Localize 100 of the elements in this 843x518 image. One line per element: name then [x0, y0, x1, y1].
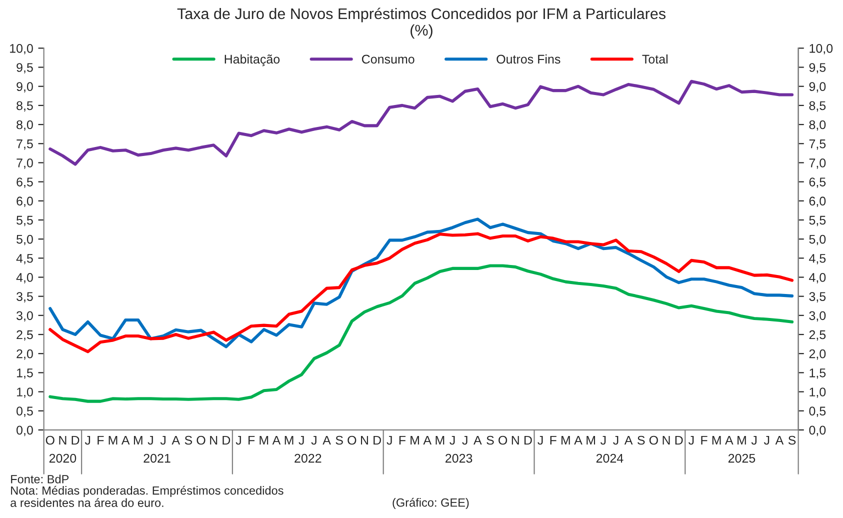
x-tick-label: J	[84, 436, 90, 445]
y2-tick-label: 6,5	[809, 178, 826, 188]
x-tick-label: A	[574, 436, 582, 445]
x-tick-label: J	[764, 436, 770, 445]
line-series	[48, 264, 794, 403]
y2-tick-label: 2,0	[809, 349, 826, 360]
y-tick-label: 5,5	[16, 216, 33, 226]
y2-tick-label: 5,0	[809, 234, 826, 246]
y2-tick-label: 3,0	[809, 311, 826, 322]
y2-tick-label: 9,0	[809, 82, 826, 92]
chart-title: Taxa de Juro de Novos Empréstimos Concedidos por IFM a Particulares (%)	[177, 8, 666, 39]
x-tick-label: S	[486, 436, 494, 445]
text: 2023	[446, 454, 472, 463]
x-tick-label: D	[374, 436, 381, 445]
y2-tick-label: 0,5	[809, 406, 826, 417]
x-tick-label: M	[284, 436, 294, 445]
y2-tick-label: 2,5	[809, 330, 826, 341]
x-tick-label: F	[98, 436, 104, 445]
x-tick-label: F	[248, 436, 255, 445]
y-tick-label: 9,5	[16, 63, 33, 74]
x-tick-label: D	[675, 436, 683, 445]
x-tick-label: A	[121, 436, 130, 445]
y-tick-label: 5,0	[16, 234, 33, 246]
x-tick-label: A	[272, 436, 281, 445]
y-tick-label: 6,0	[16, 196, 33, 208]
x-tick-label: A	[775, 436, 784, 445]
text: (Gráfico: GEE)	[392, 498, 469, 510]
x-tick-label: N	[512, 436, 519, 445]
text: 2021	[144, 454, 170, 463]
x-tick-label: A	[423, 436, 432, 445]
y-tick-label: 4,0	[16, 273, 33, 284]
x-tick-label: J	[236, 436, 241, 445]
x-tick-label: O	[196, 436, 206, 445]
x-tick-label: J	[160, 436, 166, 445]
y-tick-label: 7,5	[16, 140, 33, 150]
y2-tick-label: 4,5	[809, 254, 826, 264]
y-tick-label: 7,0	[16, 158, 33, 169]
y-tick-label: 8,5	[16, 101, 33, 112]
x-tick-label: O	[348, 436, 356, 445]
x-tick-label: J	[298, 436, 304, 445]
y2-tick-label: 3,5	[809, 292, 826, 302]
y-tick-label: 8,0	[16, 120, 33, 131]
x-tick-label: J	[600, 436, 606, 445]
x-tick-label: A	[172, 436, 180, 445]
text: 2020	[49, 454, 76, 463]
y2-tick-label: 10,0	[810, 44, 833, 54]
x-tick-label: S	[336, 436, 343, 445]
y2-tick-label: 0,0	[809, 426, 826, 436]
y2-tick-label: 8,5	[809, 101, 826, 112]
x-tick-label: J	[613, 436, 618, 445]
text: Nota: Médias ponderadas. Empréstimos concedidos a residentes na área do euro.	[10, 486, 284, 507]
y2-tick-label: 6,0	[809, 196, 826, 208]
legend-label: Habitação	[224, 54, 280, 66]
x-tick-label: N	[361, 436, 368, 445]
x-tick-label: A	[322, 436, 331, 445]
text: 2025	[728, 454, 756, 463]
y2-tick-label: 4,0	[809, 273, 826, 284]
source-note: Fonte: BdP	[11, 474, 69, 484]
x-tick-label: N	[210, 436, 218, 445]
x-tick-label: J	[462, 436, 468, 445]
x-tick-label: A	[725, 436, 734, 445]
text: 2022	[294, 454, 322, 463]
y-tick-label: 2,0	[16, 349, 33, 360]
x-tick-label: D	[72, 436, 80, 445]
y2-tick-label: 9,5	[809, 63, 826, 74]
y-tick-label: 4,5	[16, 254, 33, 264]
y2-tick-label: 1,5	[810, 368, 826, 379]
x-tick-label: F	[550, 436, 556, 445]
x-tick-label: M	[260, 436, 268, 445]
legend-label: Consumo	[362, 54, 414, 64]
x-tick-label: O	[649, 436, 658, 445]
x-tick-label: J	[148, 436, 153, 445]
x-tick-label: D	[222, 436, 230, 445]
x-tick-label: J	[688, 436, 694, 445]
text: 2024	[596, 454, 624, 463]
legend-label: Outros Fins	[496, 54, 560, 64]
x-tick-label: J	[450, 436, 455, 445]
x-tick-label: J	[386, 436, 392, 445]
y-tick-label: 6,5	[16, 178, 33, 188]
x-tick-label: M	[738, 436, 746, 445]
y2-tick-label: 1,0	[810, 388, 826, 398]
x-tick-label: O	[498, 436, 508, 445]
x-tick-label: M	[436, 436, 444, 445]
y-tick-label: 3,0	[16, 311, 33, 322]
x-tick-label: S	[788, 436, 796, 445]
y2-tick-label: 7,0	[809, 158, 826, 169]
x-tick-label: S	[184, 436, 192, 445]
x-tick-label: J	[538, 436, 543, 445]
legend-label: Total	[642, 54, 668, 64]
y2-tick-label: 7,5	[809, 140, 826, 150]
x-tick-label: S	[638, 436, 645, 445]
y-tick-label: 10,0	[10, 44, 33, 54]
x-tick-label: M	[134, 436, 142, 445]
y-tick-label: 9,0	[16, 82, 33, 92]
y2-tick-label: 5,5	[809, 216, 826, 226]
x-tick-label: M	[712, 436, 721, 445]
x-tick-label: J	[751, 436, 757, 445]
y-tick-label: 1,0	[16, 388, 33, 398]
y-tick-label: 0,5	[16, 406, 33, 417]
x-tick-label: N	[59, 436, 66, 445]
